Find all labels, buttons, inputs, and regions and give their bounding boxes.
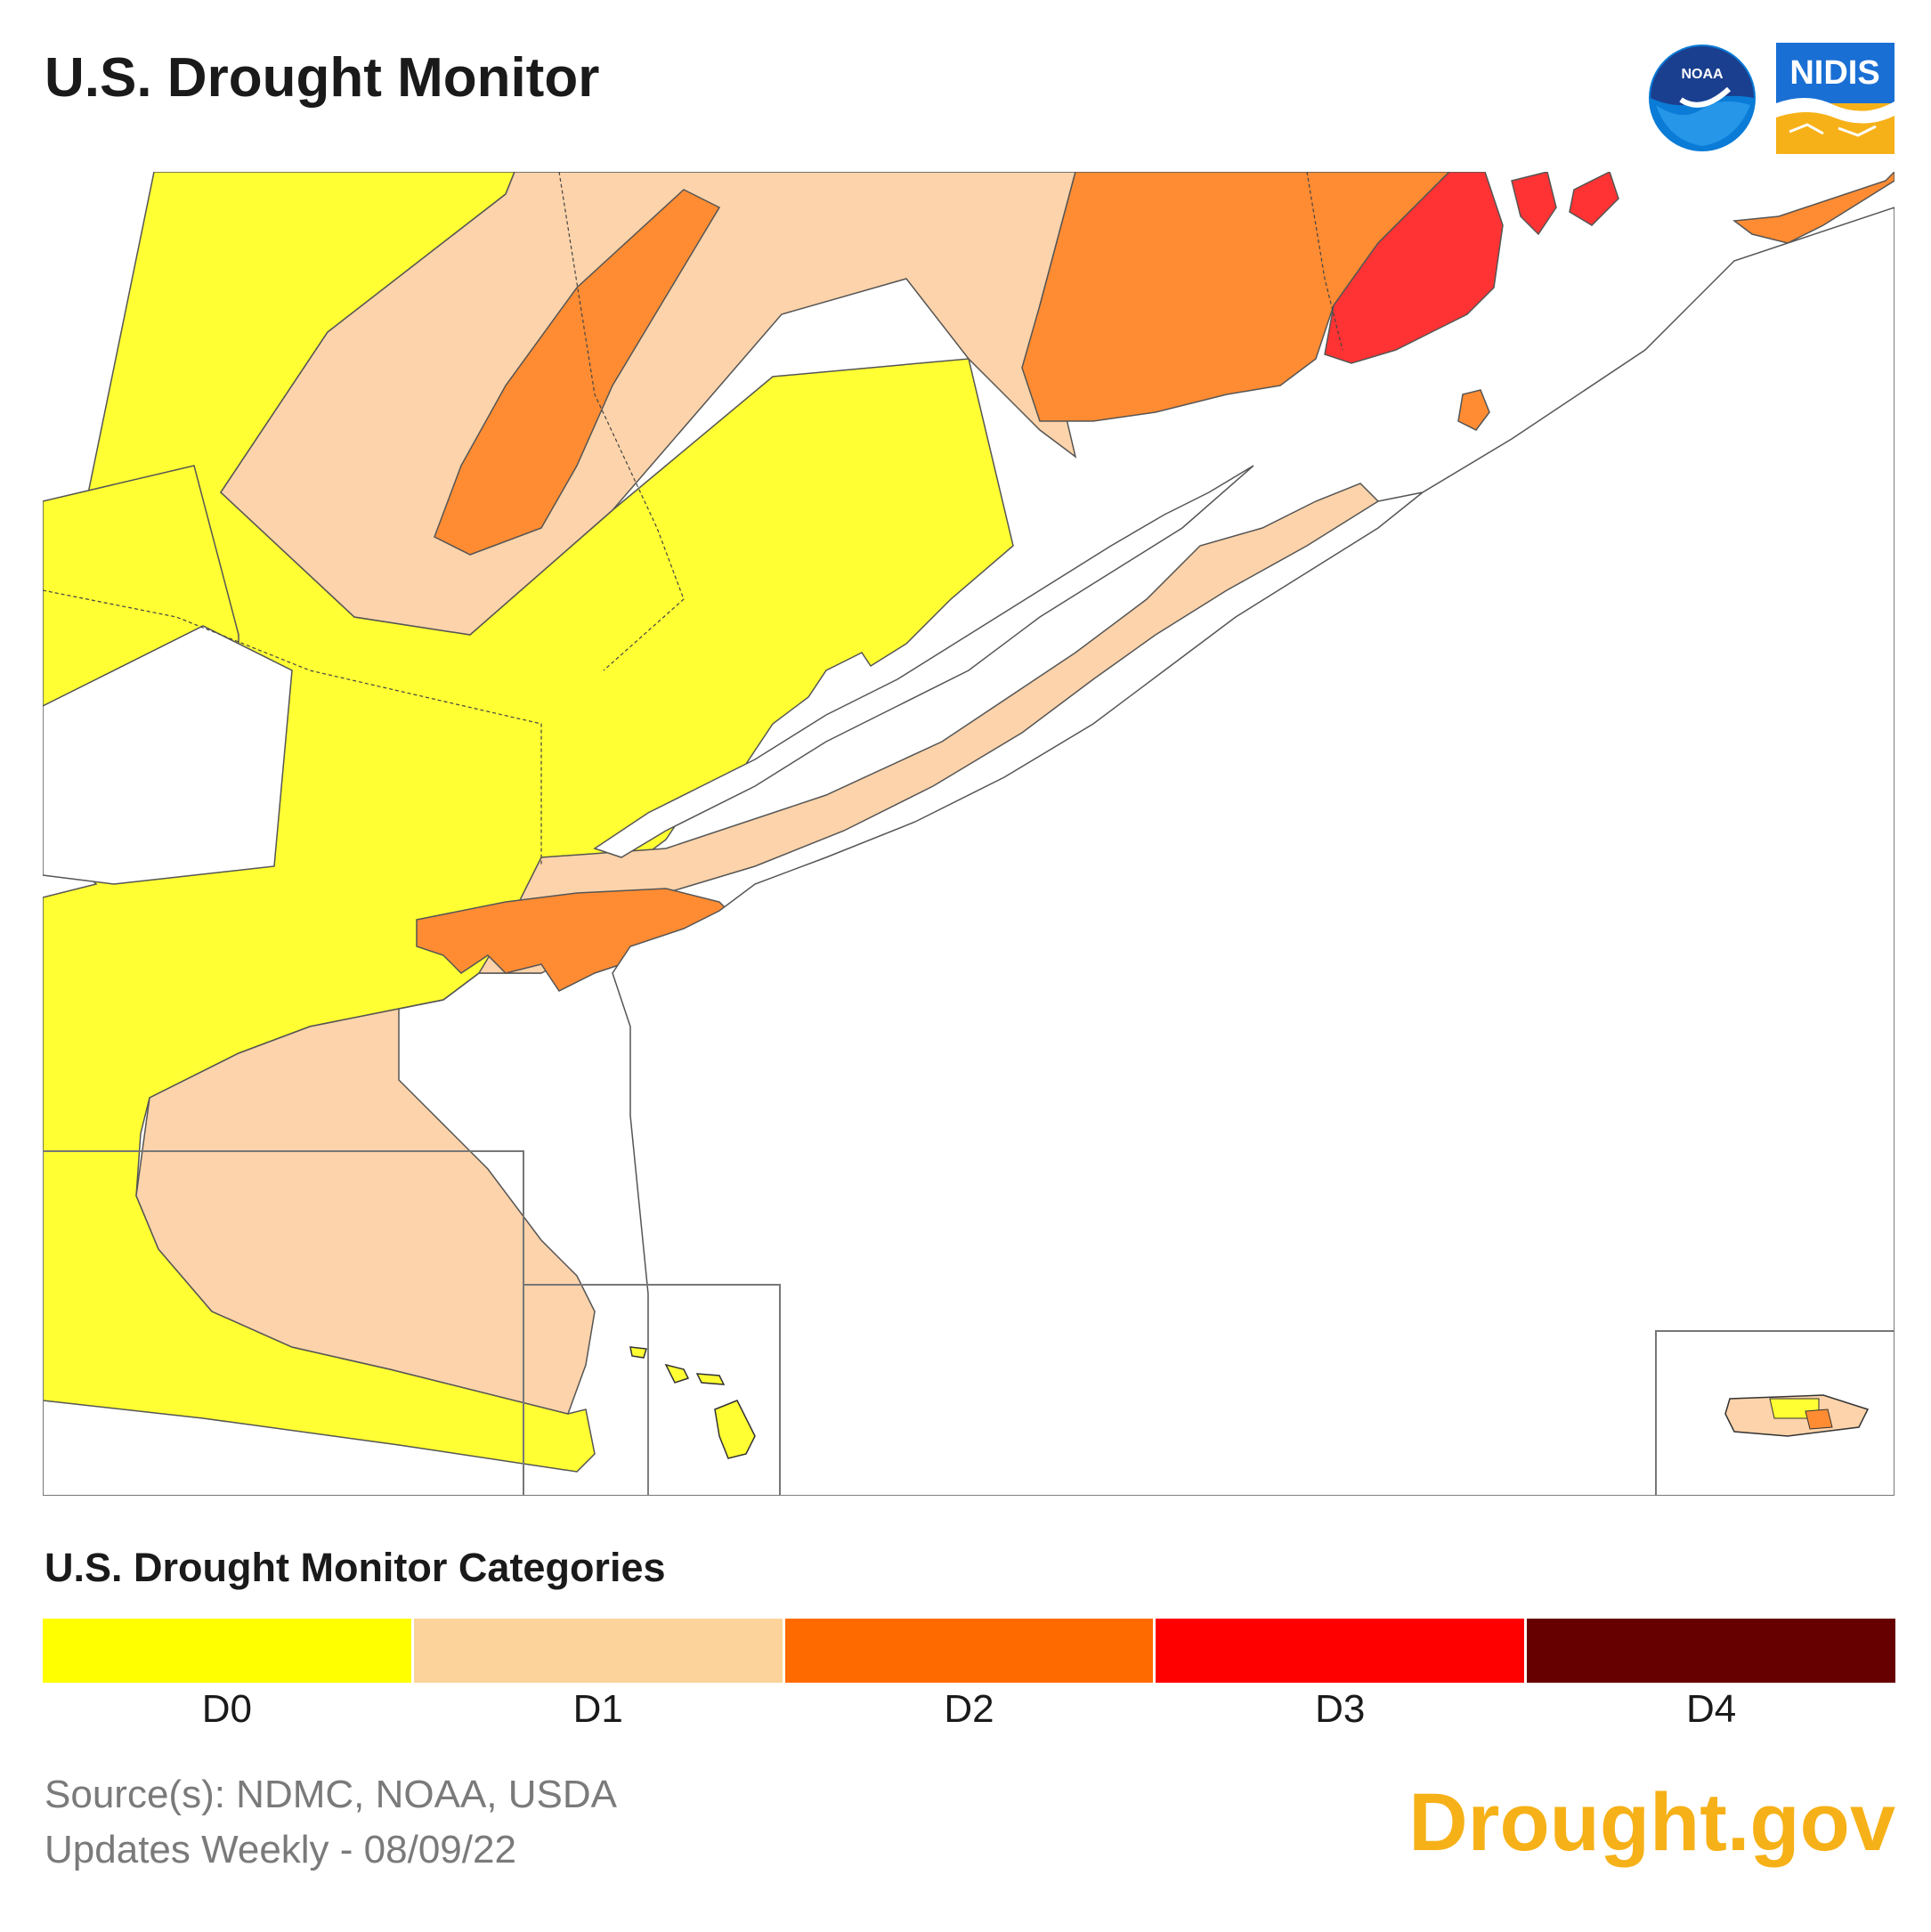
legend-swatch-d2	[784, 1619, 1154, 1683]
agency-logos: NOAA NIDIS	[1649, 43, 1894, 154]
legend-label-d3: D3	[1315, 1687, 1366, 1731]
legend-label-d0: D0	[201, 1687, 253, 1731]
puerto-rico-inset	[1655, 1330, 1894, 1496]
d1-region-south	[135, 483, 1380, 1415]
noaa-logo: NOAA	[1649, 45, 1756, 151]
legend-labels: D0 D1 D2 D3 D4	[43, 1687, 1895, 1732]
nidis-logo: NIDIS	[1776, 43, 1894, 154]
no-drought-region	[43, 625, 293, 885]
legend-label-d2: D2	[944, 1687, 994, 1731]
legend-label-d1: D1	[572, 1687, 623, 1731]
d2-region-nyc	[416, 888, 739, 992]
legend-color-bar	[43, 1619, 1895, 1683]
svg-text:NIDIS: NIDIS	[1789, 54, 1879, 92]
legend-swatch-d3	[1156, 1619, 1525, 1683]
source-note: Source(s): NDMC, NOAA, USDA Updates Week…	[45, 1767, 617, 1878]
legend-swatch-d4	[1527, 1619, 1895, 1683]
legend-swatch-d1	[413, 1619, 783, 1683]
atlantic-ocean	[612, 207, 1894, 1496]
source-text: Source(s): NDMC, NOAA, USDA	[45, 1773, 617, 1816]
d3-region	[1324, 172, 1504, 364]
legend-swatch-d0	[43, 1619, 411, 1683]
legend-label-d4: D4	[1685, 1687, 1737, 1731]
updated-text: Updates Weekly - 08/09/22	[45, 1828, 516, 1871]
drought-gov-link[interactable]: Drought.gov	[1408, 1777, 1895, 1868]
d2-region-catskills	[434, 189, 721, 556]
svg-text:NOAA: NOAA	[1681, 67, 1724, 82]
legend-title: U.S. Drought Monitor Categories	[45, 1545, 666, 1590]
hawaii-inset	[523, 1284, 781, 1496]
long-island-sound	[593, 465, 1254, 858]
page-title: U.S. Drought Monitor	[45, 47, 600, 109]
drought-map	[43, 172, 1894, 1496]
